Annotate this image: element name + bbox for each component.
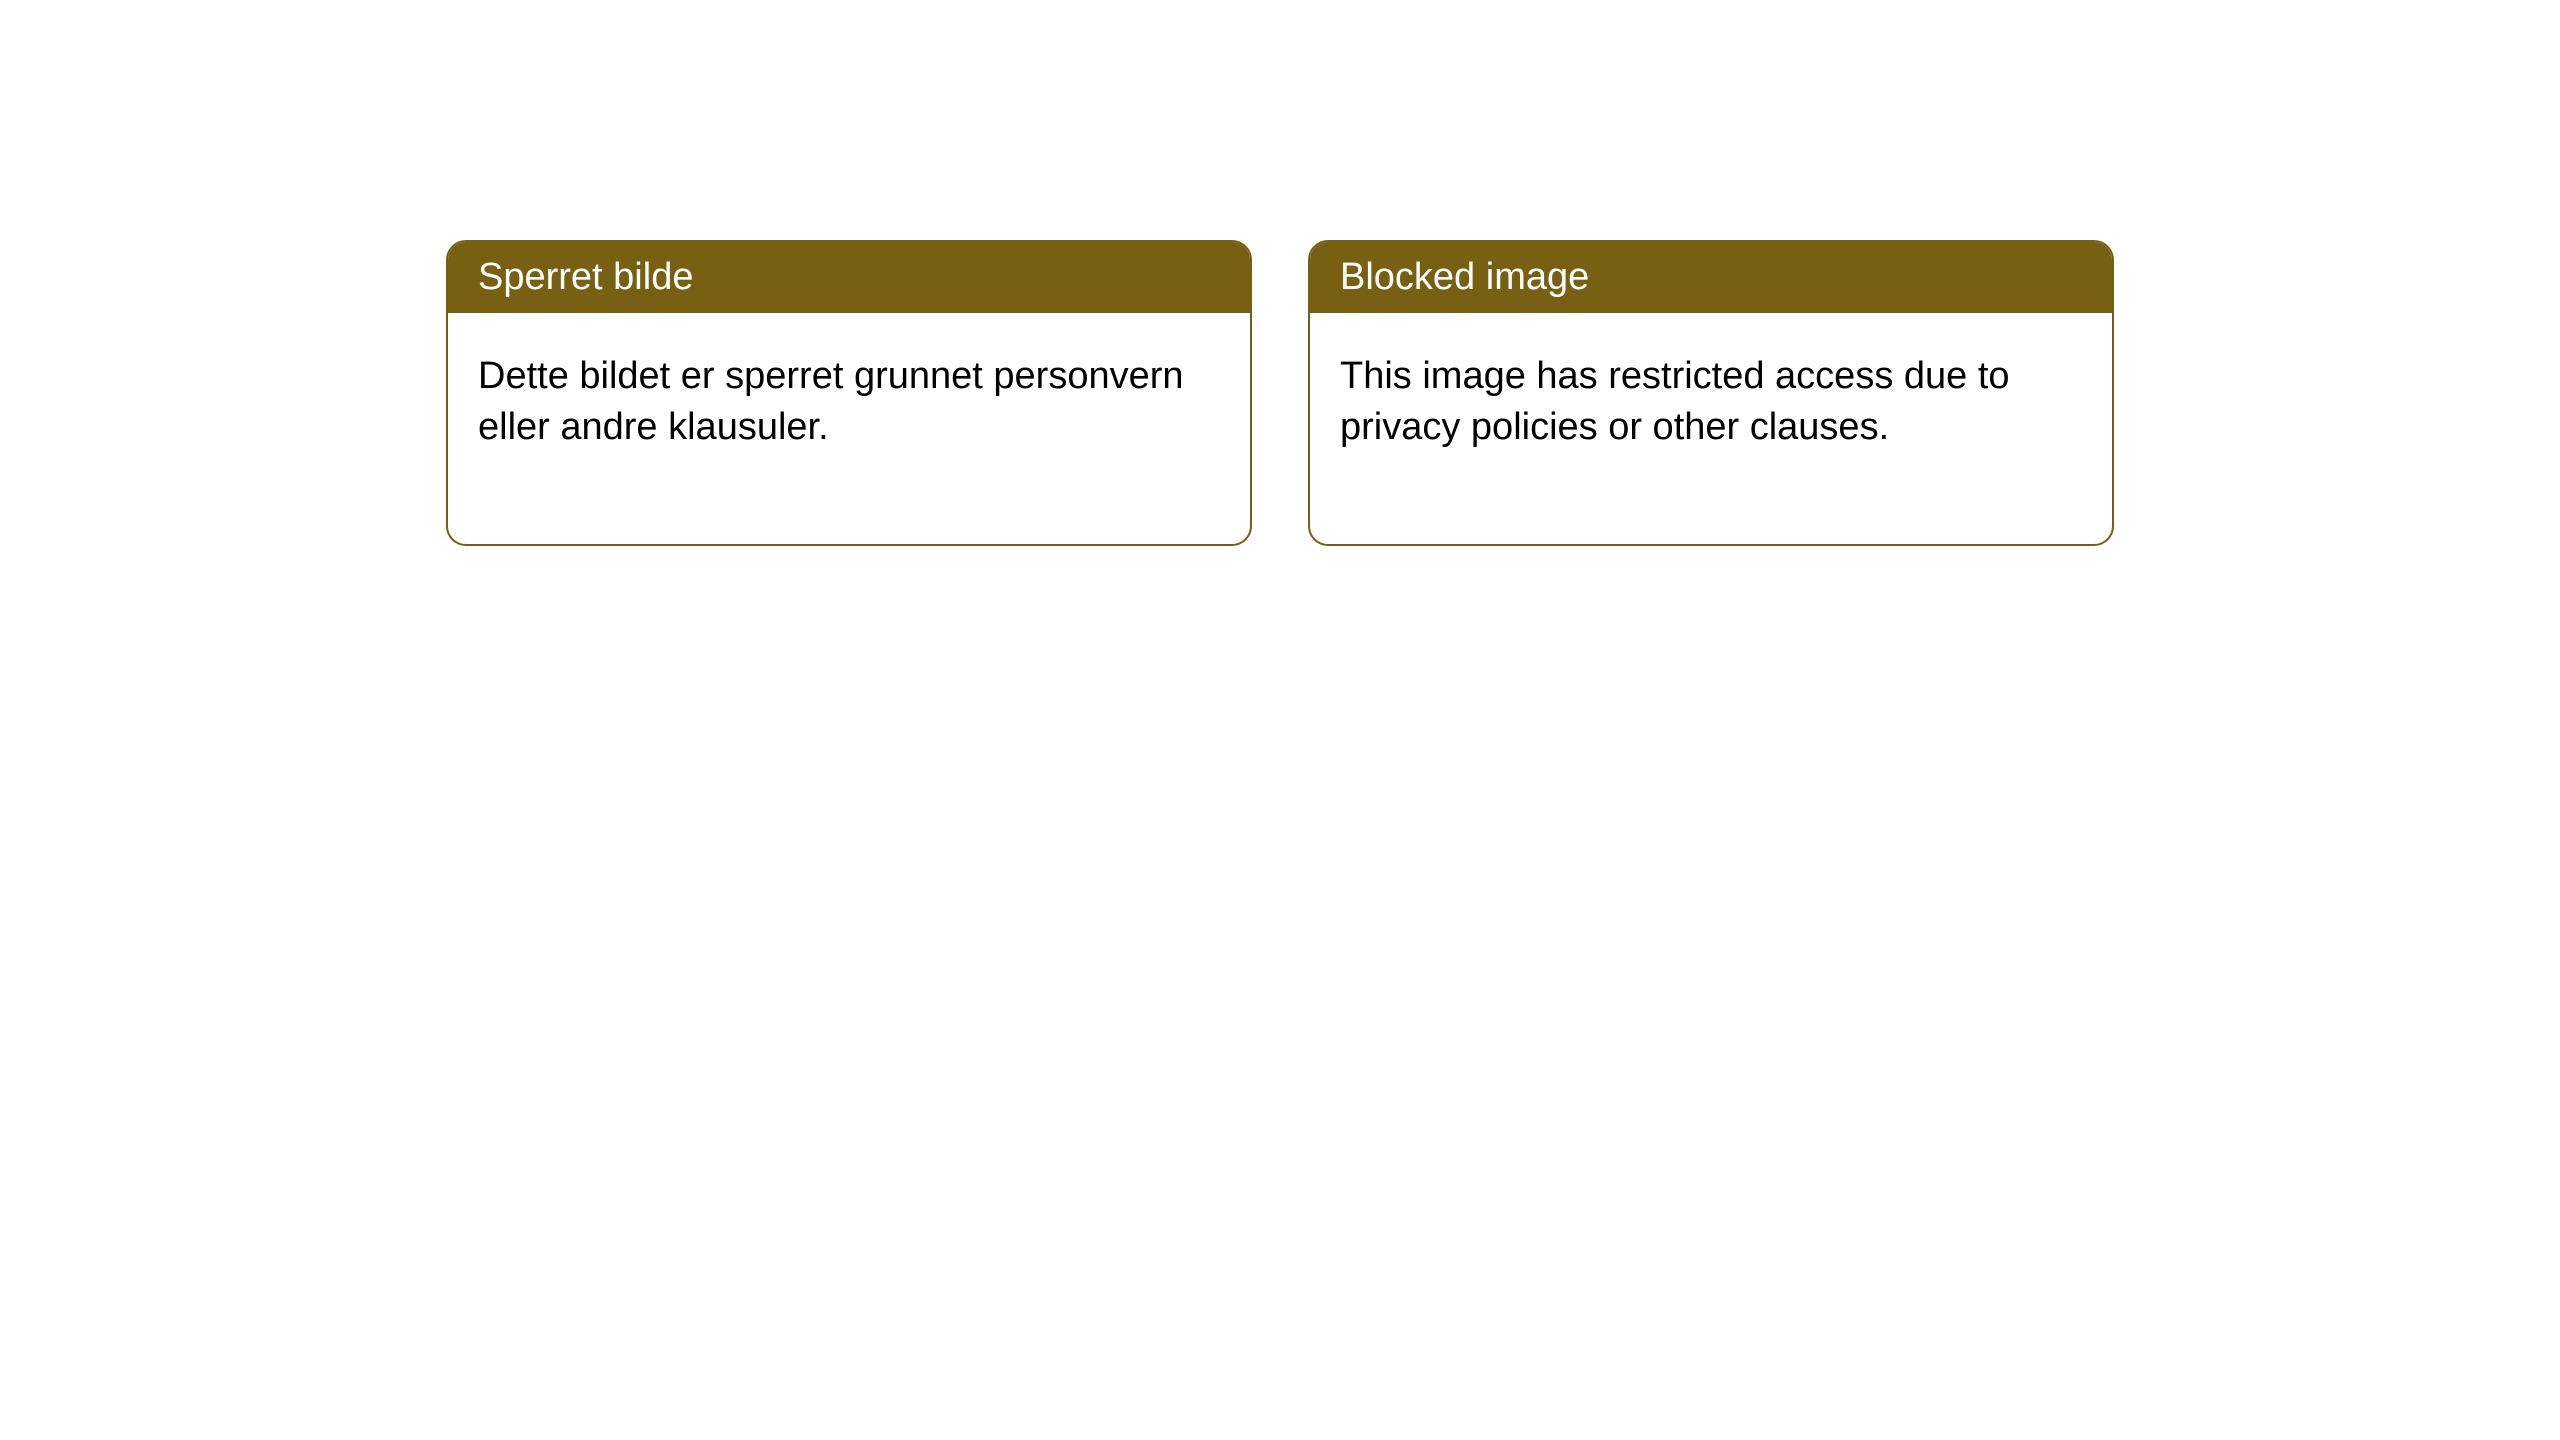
notice-card-body: This image has restricted access due to … xyxy=(1310,313,2112,544)
notice-card-english: Blocked image This image has restricted … xyxy=(1308,240,2114,546)
notice-card-title: Blocked image xyxy=(1310,242,2112,313)
notice-container: Sperret bilde Dette bildet er sperret gr… xyxy=(446,240,2114,546)
notice-card-body: Dette bildet er sperret grunnet personve… xyxy=(448,313,1250,544)
notice-card-norwegian: Sperret bilde Dette bildet er sperret gr… xyxy=(446,240,1252,546)
notice-card-title: Sperret bilde xyxy=(448,242,1250,313)
